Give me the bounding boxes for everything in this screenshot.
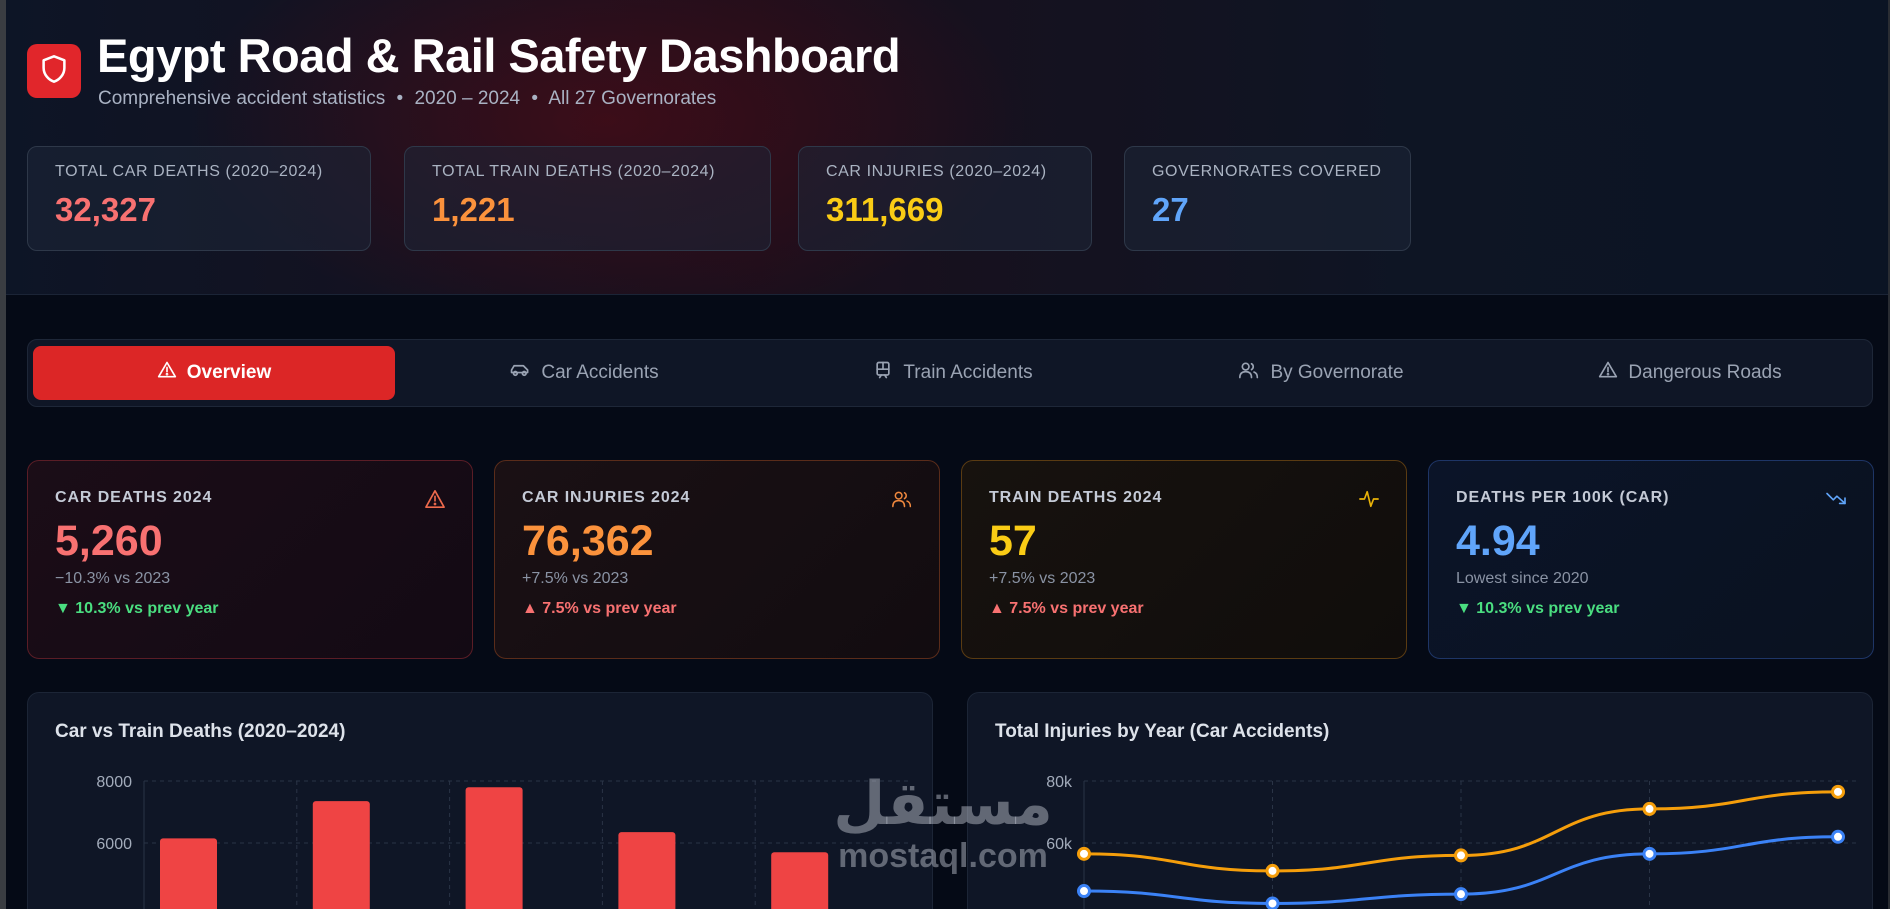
kpi-label: TRAIN DEATHS 2024 xyxy=(989,489,1163,506)
tab-train-accidents[interactable]: Train Accidents xyxy=(772,346,1134,400)
chart-title: Car vs Train Deaths (2020–2024) xyxy=(55,721,346,742)
data-point xyxy=(1077,884,1091,899)
train-icon xyxy=(873,360,893,386)
users-icon xyxy=(891,489,913,514)
stat-card-total-train-deaths: TOTAL TRAIN DEATHS (2020–2024) 1,221 xyxy=(404,146,771,251)
data-point xyxy=(1831,784,1845,799)
kpi-trend: ▲ 7.5% vs prev year xyxy=(522,600,677,617)
kpi-change: Lowest since 2020 xyxy=(1456,570,1589,587)
data-point xyxy=(1077,846,1091,861)
stat-label: TOTAL TRAIN DEATHS (2020–2024) xyxy=(432,163,715,180)
y-tick-label: 80k xyxy=(1046,774,1073,791)
subtitle-coverage: All 27 Governorates xyxy=(548,88,717,109)
page-subtitle: Comprehensive accident statistics • 2020… xyxy=(98,88,716,110)
data-point xyxy=(1831,829,1845,844)
bar xyxy=(465,787,523,909)
activity-icon xyxy=(1358,489,1380,514)
data-point xyxy=(1454,848,1468,863)
bar-chart-car-vs-train-deaths: 8000 6000 xyxy=(96,774,908,909)
data-point xyxy=(1265,863,1280,878)
bar xyxy=(618,832,676,909)
tab-label: Car Accidents xyxy=(541,362,659,383)
window-frame-left xyxy=(0,0,6,909)
bar xyxy=(312,801,370,909)
chart-panel-injuries: Total Injuries by Year (Car Accidents) 8… xyxy=(967,692,1873,909)
stat-card-governorates: GOVERNORATES COVERED 27 xyxy=(1124,146,1411,251)
y-tick-label: 8000 xyxy=(96,774,132,791)
tab-label: By Governorate xyxy=(1270,362,1404,383)
window-frame-right xyxy=(1888,0,1890,909)
kpi-value: 76,362 xyxy=(522,517,654,565)
kpi-trend: ▼ 10.3% vs prev year xyxy=(55,600,219,617)
y-tick-label: 6000 xyxy=(96,836,132,853)
kpi-card-car-injuries: CAR INJURIES 2024 76,362 +7.5% vs 2023 ▲… xyxy=(494,460,940,659)
kpi-label: DEATHS PER 100K (CAR) xyxy=(1456,489,1670,506)
tab-label: Overview xyxy=(186,362,272,383)
y-tick-label: 60k xyxy=(1046,836,1073,853)
kpi-label: CAR DEATHS 2024 xyxy=(55,489,213,506)
kpi-value: 4.94 xyxy=(1456,517,1540,565)
tab-by-governorate[interactable]: By Governorate xyxy=(1140,346,1502,400)
car-icon xyxy=(509,360,531,386)
data-point xyxy=(1642,801,1657,816)
alert-triangle-icon xyxy=(1598,360,1618,386)
bar xyxy=(771,852,829,909)
stat-value: 1,221 xyxy=(432,191,515,228)
chart-title: Total Injuries by Year (Car Accidents) xyxy=(995,721,1330,742)
tab-car-accidents[interactable]: Car Accidents xyxy=(403,346,765,400)
alert-triangle-icon xyxy=(424,489,446,514)
stat-label: TOTAL CAR DEATHS (2020–2024) xyxy=(55,163,323,180)
subtitle-separator: • xyxy=(531,88,539,109)
kpi-card-deaths-per-100k: DEATHS PER 100K (CAR) 4.94 Lowest since … xyxy=(1428,460,1874,659)
stat-label: GOVERNORATES COVERED xyxy=(1152,163,1382,180)
alert-triangle-icon xyxy=(157,360,177,386)
stat-card-car-injuries: CAR INJURIES (2020–2024) 311,669 xyxy=(798,146,1092,251)
dashboard-header: Egypt Road & Rail Safety Dashboard Compr… xyxy=(6,0,1888,295)
tab-overview[interactable]: Overview xyxy=(33,346,395,400)
chart-panel-deaths: Car vs Train Deaths (2020–2024) 8000 6000 xyxy=(27,692,933,909)
users-icon xyxy=(1238,360,1260,386)
stat-card-total-car-deaths: TOTAL CAR DEATHS (2020–2024) 32,327 xyxy=(27,146,371,251)
data-point xyxy=(1642,846,1657,861)
stat-label: CAR INJURIES (2020–2024) xyxy=(826,163,1047,180)
kpi-value: 5,260 xyxy=(55,517,163,565)
kpi-label: CAR INJURIES 2024 xyxy=(522,489,691,506)
trending-down-icon xyxy=(1825,489,1847,512)
data-point xyxy=(1265,896,1280,909)
bar xyxy=(160,838,217,909)
stat-value: 32,327 xyxy=(55,191,156,228)
kpi-change: +7.5% vs 2023 xyxy=(522,570,629,587)
stat-value: 311,669 xyxy=(826,191,944,228)
kpi-change: −10.3% vs 2023 xyxy=(55,570,171,587)
tab-dangerous-roads[interactable]: Dangerous Roads xyxy=(1509,346,1871,400)
kpi-card-car-deaths: CAR DEATHS 2024 5,260 −10.3% vs 2023 ▼ 1… xyxy=(27,460,473,659)
subtitle-period: 2020 – 2024 xyxy=(414,88,521,109)
kpi-change: +7.5% vs 2023 xyxy=(989,570,1096,587)
subtitle-separator: • xyxy=(396,88,404,109)
line-chart-injuries-by-year: 80k 60k xyxy=(1046,774,1858,909)
subtitle-description: Comprehensive accident statistics xyxy=(98,88,386,109)
kpi-trend: ▼ 10.3% vs prev year xyxy=(1456,600,1620,617)
stat-value: 27 xyxy=(1152,191,1189,228)
tab-label: Train Accidents xyxy=(903,362,1033,383)
shield-icon xyxy=(40,54,68,89)
data-point xyxy=(1454,887,1468,902)
tab-label: Dangerous Roads xyxy=(1628,362,1782,383)
tab-bar: Overview Car Accidents Train Accidents B… xyxy=(27,339,1873,407)
kpi-card-train-deaths: TRAIN DEATHS 2024 57 +7.5% vs 2023 ▲ 7.5… xyxy=(961,460,1407,659)
kpi-value: 57 xyxy=(989,517,1037,565)
page-title: Egypt Road & Rail Safety Dashboard xyxy=(97,29,901,82)
logo-badge xyxy=(27,44,81,98)
kpi-trend: ▲ 7.5% vs prev year xyxy=(989,600,1144,617)
